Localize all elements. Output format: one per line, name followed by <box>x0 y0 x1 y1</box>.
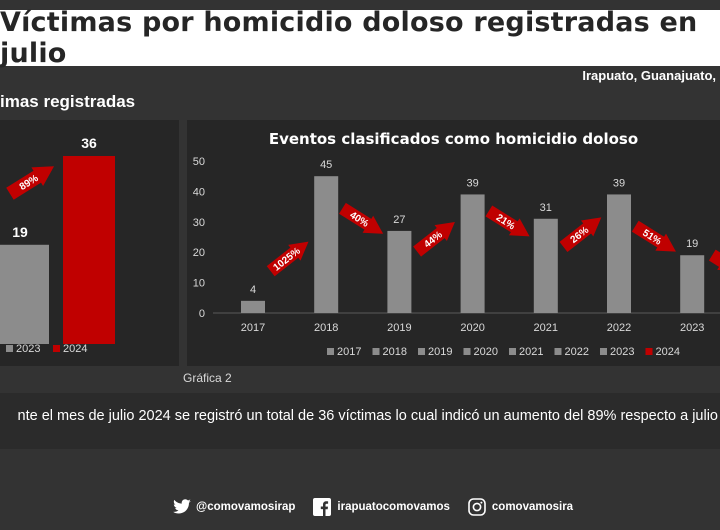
x-tick-2021: 2021 <box>534 322 558 334</box>
bar-2020 <box>460 194 485 313</box>
change-arrow-2023-shape <box>631 220 676 252</box>
change-arrow-2024-partial <box>708 249 720 271</box>
bar-2021 <box>533 218 558 313</box>
data-label-2017: 4 <box>250 284 256 296</box>
change-arrow-2018-shape <box>266 241 309 277</box>
social-footer: @comovamosirap irapuatocomovamos comovam… <box>172 498 573 516</box>
victims-chart-panel: 19 36 89% 2023 2024 <box>0 120 179 366</box>
bar-2022 <box>607 194 631 313</box>
legend-swatch-2019 <box>418 348 425 355</box>
events-chart: 0 10 20 30 40 50 4 2017 45 2018 27 2019 39 2020 31 2021… <box>193 156 720 358</box>
y-tick-50: 50 <box>193 156 205 168</box>
facebook-handle-text: irapuatocomovamos <box>337 501 450 513</box>
twitter-handle[interactable]: @comovamosirap <box>172 499 295 515</box>
legend-swatch-2022 <box>554 348 562 355</box>
instagram-handle-text: comovamosira <box>491 501 574 513</box>
bar-2023 <box>680 255 705 313</box>
y-tick-30: 30 <box>193 217 205 229</box>
change-arrow-2022-shape <box>559 217 602 252</box>
legend-swatch-2018 <box>372 348 380 355</box>
data-label-2023: 19 <box>686 238 698 250</box>
x-tick-2017: 2017 <box>241 322 265 334</box>
y-tick-20: 20 <box>193 247 205 259</box>
legend-swatch-2023 <box>600 348 607 355</box>
instagram-icon <box>468 498 486 516</box>
left-panel-heading: imas registradas <box>0 92 136 111</box>
bar-2017 <box>241 300 265 313</box>
legend-swatch-2023 <box>6 345 13 352</box>
twitter-handle-text: @comovamosirap <box>196 501 296 513</box>
events-chart-panel: Eventos clasificados como homicidio dolo… <box>187 120 720 366</box>
change-arrow-2021: 21% <box>485 205 530 237</box>
legend-label-2023: 2023 <box>16 343 40 355</box>
change-arrow-2024-shape <box>6 166 55 200</box>
data-label-2022: 39 <box>613 177 625 189</box>
change-arrow-2024-partial-shape <box>708 249 720 271</box>
x-tick-2020: 2020 <box>460 322 484 334</box>
facebook-icon <box>313 498 332 516</box>
page-title: Víctimas por homicidio doloso registrada… <box>0 7 698 69</box>
legend-label-2024: 2024 <box>656 346 680 358</box>
instagram-handle[interactable]: comovamosira <box>468 498 573 516</box>
change-arrow-2018: 1025% <box>266 241 309 277</box>
legend-swatch-2021 <box>509 348 516 355</box>
events-chart-title: Eventos clasificados como homicidio dolo… <box>268 130 639 148</box>
x-tick-2019: 2019 <box>387 322 411 334</box>
legend-label-2021: 2021 <box>519 346 543 358</box>
legend-label-2023: 2023 <box>610 346 634 358</box>
change-arrow-2023: 51% <box>631 220 676 252</box>
twitter-icon <box>173 499 191 514</box>
bar-2023 <box>0 244 49 344</box>
figure-label: Gráfica 2 <box>183 371 232 385</box>
facebook-handle[interactable]: irapuatocomovamos <box>313 498 450 516</box>
location-label: Irapuato, Guanajuato, <box>582 68 716 83</box>
data-label-2021: 31 <box>540 202 552 214</box>
legend-label-2024: 2024 <box>63 343 87 355</box>
x-tick-2022: 2022 <box>607 322 631 334</box>
data-label-2023: 19 <box>12 224 28 240</box>
y-tick-40: 40 <box>193 186 205 198</box>
note-text: nte el mes de julio 2024 se registró un … <box>17 408 718 424</box>
data-label-2019: 27 <box>393 214 405 226</box>
change-arrow-2021-shape <box>485 205 530 237</box>
title-banner: Víctimas por homicidio doloso registrada… <box>0 7 720 69</box>
y-tick-0: 0 <box>199 308 205 320</box>
change-arrow-2022: 26% <box>559 217 602 252</box>
legend-swatch-2020 <box>463 348 471 355</box>
legend-swatch-2024 <box>53 345 60 352</box>
legend-swatch-2017 <box>327 348 334 355</box>
bar-2018 <box>314 176 339 313</box>
legend-label-2019: 2019 <box>428 346 452 358</box>
data-label-2024: 36 <box>81 135 97 151</box>
change-arrow-2020: 44% <box>413 221 455 257</box>
legend-label-2020: 2020 <box>474 346 498 358</box>
legend-label-2018: 2018 <box>383 346 407 358</box>
bar-2019 <box>387 230 412 313</box>
bar-2024 <box>63 156 115 344</box>
data-label-2018: 45 <box>320 159 332 171</box>
x-tick-2018: 2018 <box>314 322 338 334</box>
legend-swatch-2024 <box>645 348 653 355</box>
data-label-2020: 39 <box>466 177 478 189</box>
change-arrow-2019-shape <box>339 202 384 234</box>
x-tick-2023: 2023 <box>680 322 704 334</box>
legend-label-2022: 2022 <box>565 346 589 358</box>
y-tick-10: 10 <box>193 278 205 290</box>
note-box: nte el mes de julio 2024 se registró un … <box>0 393 720 449</box>
victims-chart: 19 36 89% 2023 2024 <box>0 135 115 355</box>
legend-label-2017: 2017 <box>337 346 361 358</box>
change-arrow-2019: 40% <box>339 202 384 234</box>
change-arrow-2020-shape <box>413 221 455 257</box>
change-arrow-2024: 89% <box>6 166 55 200</box>
